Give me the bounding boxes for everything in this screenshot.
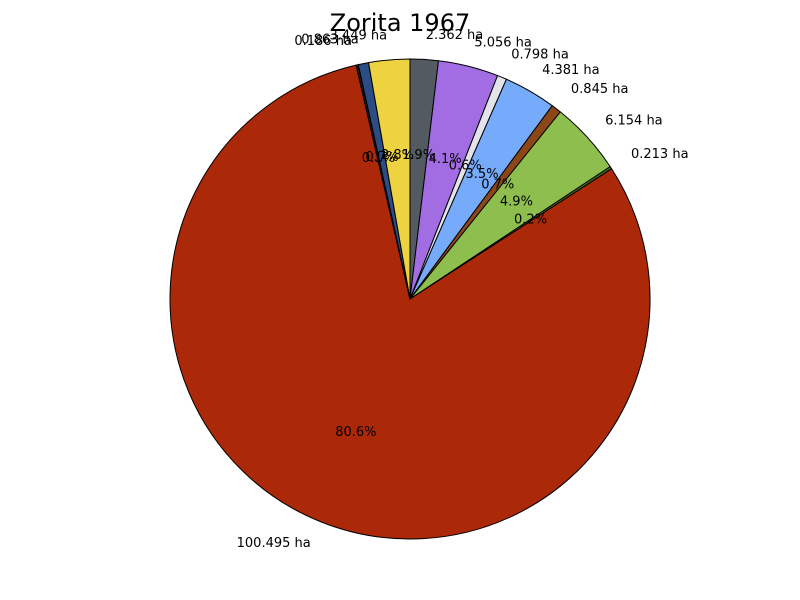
slice-percent-label: 2.8% [381,148,414,163]
slice-value-label: 5.056 ha [474,35,532,50]
slice-percent-label: 0.6% [449,159,482,174]
slice-value-label: 0.186 ha [294,34,352,49]
pie-slice [169,64,651,540]
slice-percent-label: 0.1% [362,151,395,166]
slice-percent-label: 80.6% [335,425,376,440]
slice-percent-label: 0.7% [366,150,399,165]
pie-percent-labels: 1.9%4.1%0.6%3.5%0.7%4.9%0.2%80.6%0.1%0.7… [335,148,547,440]
slice-value-label: 2.362 ha [426,28,484,43]
pie-outer-labels: 2.362 ha5.056 ha0.798 ha4.381 ha 0.845 ha… [237,28,689,551]
pie-slice [368,58,411,300]
slice-percent-label: 0.7% [481,177,514,192]
slice-percent-label: 3.5% [466,167,499,182]
slice-value-label: 100.495 ha [237,536,311,551]
slice-percent-label: 4.9% [500,194,533,209]
slice-value-label: 0.798 ha [511,48,569,63]
slice-value-label: 6.154 ha [605,114,663,129]
slice-value-label: 0.845 ha [571,82,629,97]
slice-percent-label: 0.2% [514,213,547,228]
pie-slices [169,58,651,540]
chart-title: Zorita 1967 [330,9,470,37]
slice-value-label: 0.213 ha [631,147,689,162]
slice-value-label: 0.863 ha [301,33,359,48]
slice-value-label: 3.449 ha [330,28,388,43]
slice-percent-label: 4.1% [429,152,462,167]
slice-value-label: 4.381 ha [542,63,600,78]
slice-percent-label: 1.9% [402,148,435,163]
